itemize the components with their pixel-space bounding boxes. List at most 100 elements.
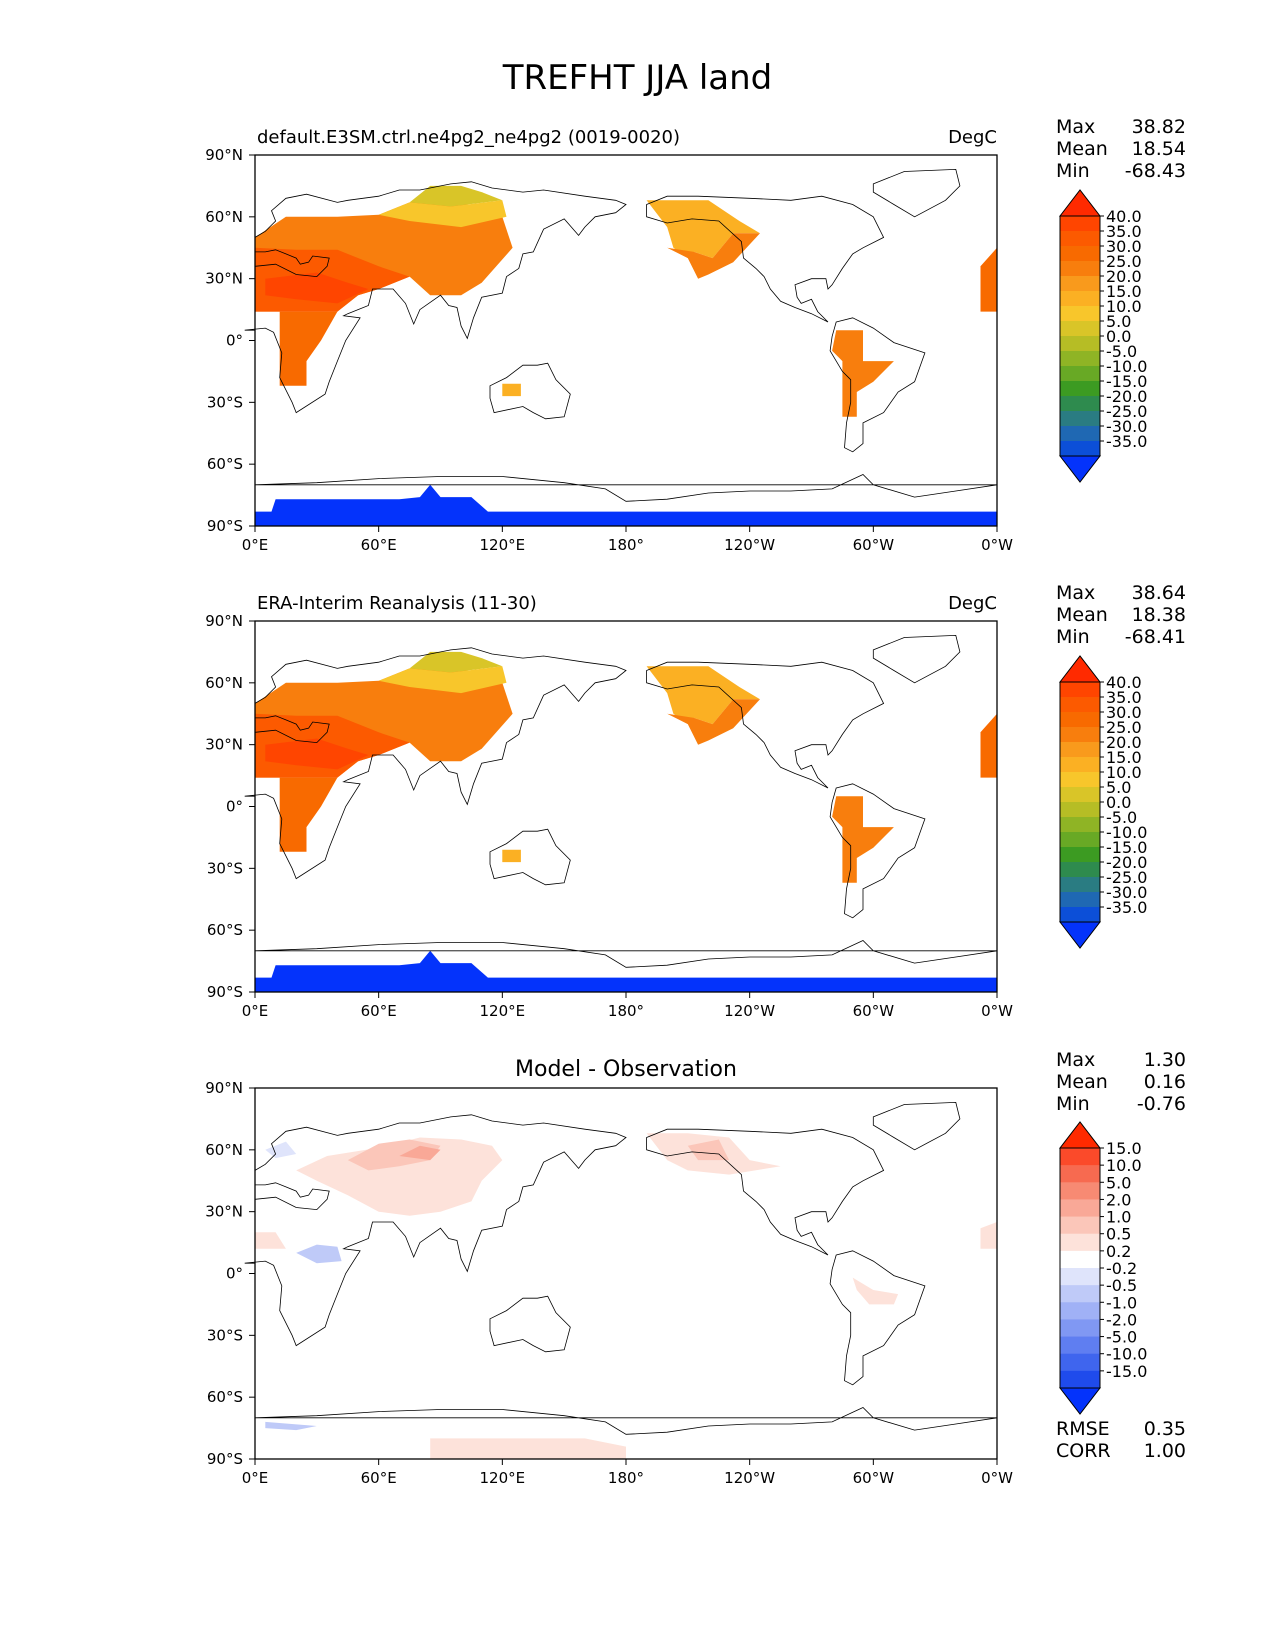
field-region-south-america	[832, 796, 894, 883]
stat-mean: 18.54	[1131, 138, 1186, 160]
colorbar-swatch	[1060, 291, 1100, 307]
coastline	[254, 474, 998, 502]
stat-mean: 18.38	[1131, 604, 1186, 626]
colorbar-label: 25.0	[1106, 252, 1142, 271]
field-region-antarctica-cold	[255, 484, 997, 526]
colorbar-swatch	[1060, 381, 1100, 397]
field-region-siberia-cool	[409, 185, 503, 207]
stat-label: Min	[1056, 160, 1090, 182]
colorbar-extend-min	[1058, 1387, 1102, 1415]
coastline	[254, 249, 330, 278]
rmse-value: 0.35	[1143, 1418, 1186, 1440]
y-tick-label: 90°S	[207, 517, 243, 535]
map-background	[255, 1088, 997, 1459]
colorbar-label: 1.0	[1106, 1208, 1131, 1227]
x-tick-label: 180°	[608, 1469, 644, 1487]
y-tick-label: 30°N	[205, 270, 243, 288]
colorbar-label: -35.0	[1106, 898, 1147, 917]
x-tick-label: 60°W	[853, 536, 895, 554]
corr-label: CORR	[1056, 1440, 1111, 1462]
x-tick-label: 180°	[608, 1002, 644, 1020]
colorbar-swatch	[1060, 306, 1100, 322]
colorbar-label: -35.0	[1106, 432, 1147, 451]
x-tick-label: 120°E	[480, 1002, 526, 1020]
x-tick-label: 0°W	[981, 536, 1013, 554]
stat-max: 38.64	[1131, 582, 1186, 604]
colorbar-label: 40.0	[1106, 673, 1142, 692]
coastline	[489, 828, 571, 886]
colorbar-label: -15.0	[1106, 1362, 1147, 1381]
field-region-west-africa-positive	[255, 1232, 286, 1249]
x-tick-label: 60°E	[361, 1002, 397, 1020]
coastline	[872, 634, 961, 684]
colorbar-swatch	[1060, 1182, 1100, 1200]
colorbar-label: -10.0	[1106, 1345, 1147, 1364]
coastline	[646, 661, 885, 789]
panel-units: DegC	[948, 593, 997, 614]
stats-model: Max 38.82 Mean 18.54 Min -68.43	[1056, 116, 1186, 182]
field-region-antarctica-positive	[430, 1438, 626, 1459]
colorbar-label: -30.0	[1106, 417, 1147, 436]
field-region-africa-south	[279, 311, 338, 386]
map-background	[255, 155, 997, 526]
colorbar-label: -30.0	[1106, 883, 1147, 902]
coastline	[646, 195, 885, 323]
colorbar-label: 10.0	[1106, 1156, 1142, 1175]
figure-title: TREFHT JJA land	[502, 58, 773, 98]
field-region-africa-south	[279, 777, 338, 852]
colorbar-label: 5.0	[1106, 778, 1131, 797]
colorbar-observation: 40.035.030.025.020.015.010.05.00.0-5.0-1…	[1058, 655, 1147, 949]
field-region-sahel-negative	[296, 1244, 342, 1264]
colorbar-label: 35.0	[1106, 222, 1142, 241]
coastline	[872, 168, 961, 218]
colorbar-swatch	[1060, 336, 1100, 352]
colorbar-extend-min	[1058, 455, 1102, 483]
y-tick-label: 90°S	[207, 1450, 243, 1468]
colorbar-swatch	[1060, 366, 1100, 382]
colorbar-label: 5.0	[1106, 1173, 1131, 1192]
colorbar-swatch	[1060, 396, 1100, 412]
rmse-label: RMSE	[1056, 1418, 1110, 1440]
colorbar-label: 0.5	[1106, 1225, 1131, 1244]
colorbar-swatch	[1060, 787, 1100, 803]
colorbar-swatch	[1060, 1370, 1100, 1389]
colorbar-extend-max	[1058, 655, 1102, 683]
x-tick-label: 0°W	[981, 1469, 1013, 1487]
colorbar-swatch	[1060, 682, 1100, 698]
colorbar-swatch	[1060, 1165, 1100, 1183]
colorbar-swatch	[1060, 1216, 1100, 1235]
x-tick-label: 120°W	[724, 536, 775, 554]
y-tick-label: 90°N	[205, 1079, 243, 1097]
field-region-south-america	[832, 330, 894, 417]
colorbar-label: -25.0	[1106, 868, 1147, 887]
stat-label: Mean	[1056, 138, 1108, 160]
x-tick-label: 60°W	[853, 1469, 895, 1487]
colorbar-swatch	[1060, 411, 1100, 427]
map-background	[255, 621, 997, 992]
metrics-block: RMSE 0.35 CORR 1.00	[1056, 1418, 1186, 1462]
colorbar-label: 2.0	[1106, 1190, 1131, 1209]
field-region-north-america-warm	[667, 233, 760, 279]
y-tick-label: 60°N	[205, 1141, 243, 1159]
colorbar-swatch	[1060, 817, 1100, 833]
colorbar-label: 30.0	[1106, 703, 1142, 722]
x-tick-label: 120°E	[480, 536, 526, 554]
colorbar-swatch	[1060, 1233, 1100, 1252]
colorbar-swatch	[1060, 1353, 1100, 1372]
x-tick-label: 120°W	[724, 1002, 775, 1020]
colorbar-swatch	[1060, 1319, 1100, 1338]
x-tick-label: 0°E	[242, 1469, 269, 1487]
coastline	[254, 1407, 998, 1435]
coastline	[646, 1128, 885, 1256]
stat-max: 1.30	[1143, 1049, 1186, 1071]
field-region-sahara-hottest	[265, 738, 369, 770]
colorbar-swatch	[1060, 772, 1100, 788]
x-tick-label: 60°E	[361, 536, 397, 554]
colorbar-swatch	[1060, 1199, 1100, 1218]
colorbar-swatch	[1060, 426, 1100, 442]
stat-label: Mean	[1056, 1071, 1108, 1093]
y-tick-label: 0°	[226, 332, 243, 350]
coastline	[244, 1114, 627, 1347]
colorbar-label: -10.0	[1106, 823, 1147, 842]
y-tick-label: 30°N	[205, 1203, 243, 1221]
